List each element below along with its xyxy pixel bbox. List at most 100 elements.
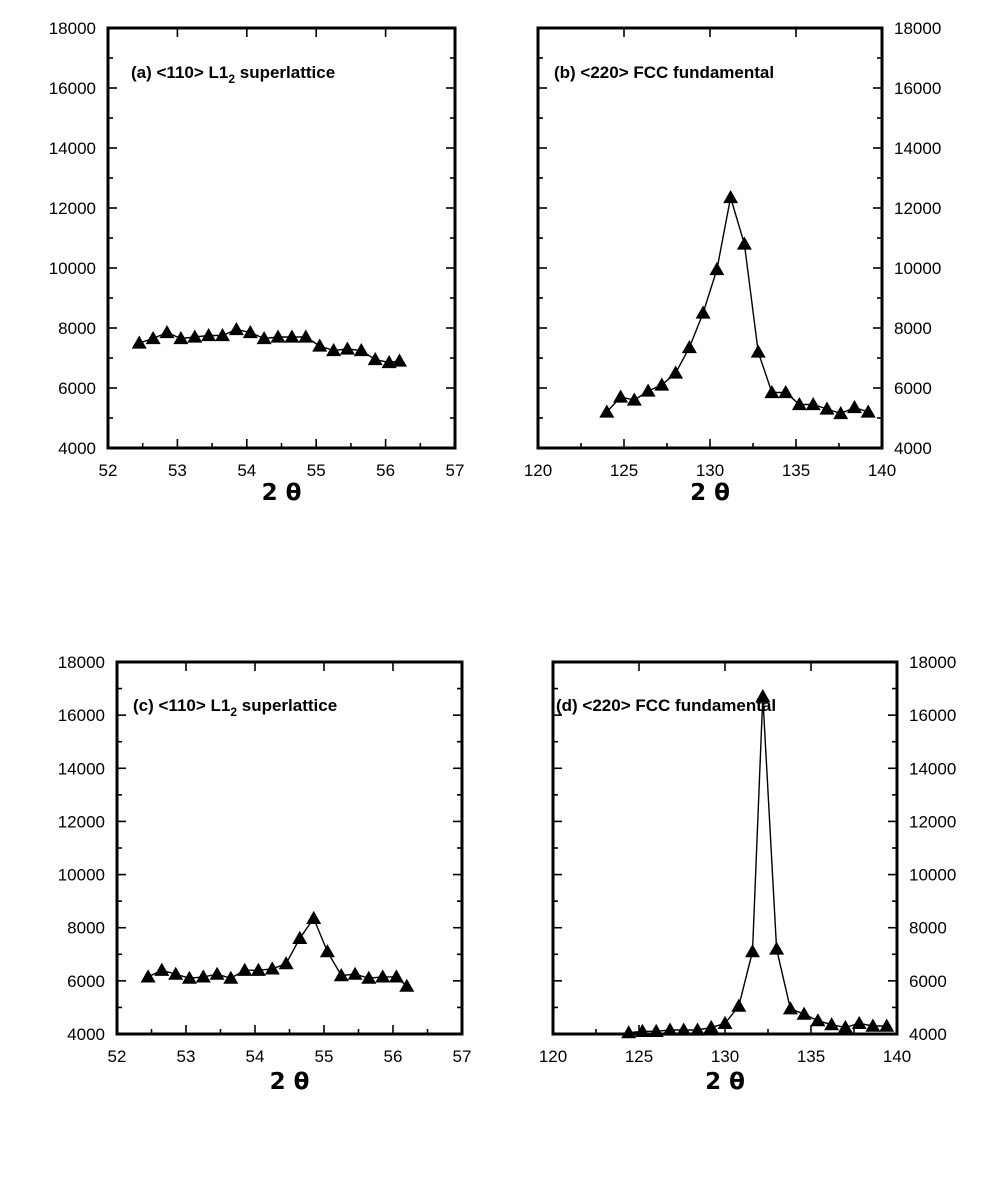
x-tick-label-c-2: 54 [246, 1047, 265, 1066]
x-tick-label-c-1: 53 [177, 1047, 196, 1066]
x-tick-label-d-4: 140 [883, 1047, 911, 1066]
y-tick-label-b-2: 8000 [894, 319, 932, 338]
x-tick-label-a-2: 54 [237, 461, 256, 480]
y-tick-label-b-6: 16000 [894, 79, 941, 98]
y-tick-label-a-7: 18000 [49, 19, 96, 38]
x-tick-label-b-2: 130 [696, 461, 724, 480]
data-point-d-9 [745, 944, 760, 958]
data-point-d-17 [851, 1015, 867, 1029]
panel-title-suffix-c: superlattice [237, 696, 337, 715]
chart-panel-a: 52 53 54 55 56 57 4000 6000 8000 10000 12000 14000 1… [49, 19, 465, 506]
data-point-b-15 [805, 397, 821, 411]
data-point-b-0 [599, 404, 615, 418]
x-tick-label-a-1: 53 [168, 461, 187, 480]
data-point-b-19 [860, 404, 876, 418]
data-point-d-15 [824, 1017, 840, 1031]
data-point-b-3 [640, 383, 656, 397]
data-point-b-10 [736, 236, 752, 250]
x-tick-label-c-5: 57 [453, 1047, 472, 1066]
y-tick-label-d-6: 16000 [909, 706, 956, 725]
y-tick-label-d-1: 6000 [909, 972, 947, 991]
y-tick-label-c-1: 6000 [67, 972, 105, 991]
panel-title-c: (c) <110> L12 superlattice [133, 696, 337, 719]
data-point-d-6 [703, 1019, 719, 1033]
series-line-d [628, 696, 887, 1034]
chart-panel-d: 120 125 130 135 140 4000 6000 8000 10000 12000 140… [539, 653, 956, 1095]
y-tick-label-b-0: 4000 [894, 439, 932, 458]
data-point-a-2 [159, 325, 175, 339]
y-tick-label-b-3: 10000 [894, 259, 941, 278]
y-tick-label-a-4: 12000 [49, 199, 96, 218]
data-point-b-8 [709, 262, 725, 276]
data-point-a-12 [298, 329, 314, 343]
x-tick-label-c-0: 52 [108, 1047, 127, 1066]
data-point-d-16 [837, 1019, 853, 1033]
data-point-c-7 [237, 962, 253, 976]
data-point-d-14 [810, 1013, 826, 1027]
data-point-b-2 [626, 392, 642, 406]
data-point-c-3 [181, 970, 197, 984]
data-point-b-18 [847, 400, 862, 414]
data-point-a-4 [187, 329, 203, 343]
data-point-c-13 [319, 944, 335, 958]
y-tick-label-c-2: 8000 [67, 919, 105, 938]
data-point-c-14 [333, 968, 349, 982]
y-tick-label-a-0: 4000 [58, 439, 96, 458]
panel-title-main-a: (a) <110> L1 [131, 63, 228, 82]
data-point-b-9 [723, 190, 739, 204]
panel-title-main-c: (c) <110> L1 [133, 696, 230, 715]
data-point-d-13 [796, 1006, 812, 1020]
data-point-b-6 [681, 340, 697, 354]
data-point-a-3 [173, 331, 189, 345]
y-tick-label-b-4: 12000 [894, 199, 941, 218]
chart-panel-b: 120 125 130 135 140 4000 6000 8000 10000 12000 140… [524, 19, 941, 506]
data-point-a-7 [228, 322, 244, 336]
data-point-c-9 [264, 961, 280, 975]
data-point-a-14 [326, 343, 342, 357]
data-point-c-8 [250, 962, 266, 976]
y-tick-label-a-3: 10000 [49, 259, 96, 278]
x-tick-label-d-3: 135 [797, 1047, 825, 1066]
y-tick-label-a-2: 8000 [58, 319, 96, 338]
data-point-c-12 [306, 910, 322, 924]
data-point-a-9 [256, 331, 272, 345]
data-point-b-7 [695, 305, 711, 319]
x-tick-label-d-2: 130 [711, 1047, 739, 1066]
data-point-a-10 [270, 329, 286, 343]
data-point-a-11 [284, 329, 300, 343]
y-tick-label-d-0: 4000 [909, 1025, 947, 1044]
data-point-a-1 [145, 331, 161, 345]
x-tick-label-a-4: 56 [376, 461, 395, 480]
data-point-d-18 [865, 1018, 881, 1032]
data-point-a-6 [215, 328, 230, 342]
plot-frame-d [551, 660, 899, 1036]
data-point-a-17 [367, 352, 383, 366]
x-tick-label-a-5: 57 [446, 461, 465, 480]
data-point-b-14 [791, 397, 807, 411]
data-point-c-6 [223, 970, 239, 984]
data-point-a-5 [201, 328, 217, 342]
y-tick-label-c-5: 14000 [58, 759, 105, 778]
data-point-c-19 [399, 978, 415, 992]
chart-panel-c: 52 53 54 55 56 57 4000 6000 8000 10000 12000 14000 1… [58, 653, 472, 1095]
series-line-b [606, 197, 869, 415]
y-tick-label-b-5: 14000 [894, 139, 941, 158]
y-tick-label-c-3: 10000 [58, 866, 105, 885]
y-tick-label-c-0: 4000 [67, 1025, 105, 1044]
data-point-b-1 [613, 389, 629, 403]
data-point-d-2 [648, 1023, 664, 1037]
data-point-d-3 [662, 1022, 678, 1036]
data-point-c-16 [361, 970, 377, 984]
data-point-c-1 [154, 962, 170, 976]
data-point-b-13 [778, 385, 794, 399]
panel-title-main-b: (b) <220> FCC fundamental [554, 63, 774, 82]
data-point-a-16 [353, 343, 369, 357]
x-tick-label-b-0: 120 [524, 461, 552, 480]
panel-title-subscript-c: 2 [230, 705, 237, 719]
plot-frame-c [115, 660, 464, 1036]
x-tick-label-d-0: 120 [539, 1047, 567, 1066]
data-point-d-1 [634, 1023, 650, 1037]
x-tick-label-c-4: 56 [384, 1047, 403, 1066]
y-tick-label-d-2: 8000 [909, 919, 947, 938]
